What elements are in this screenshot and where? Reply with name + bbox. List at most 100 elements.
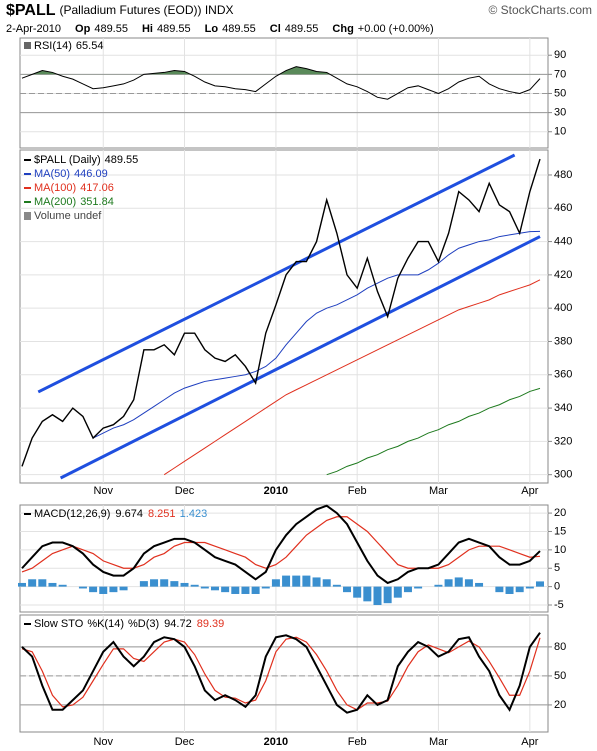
quote-value: +0.00 (+0.00%) (358, 23, 434, 35)
y-tick-label: 300 (554, 469, 572, 481)
x-tick-label: Feb (348, 736, 367, 748)
y-tick-label: 320 (554, 435, 572, 447)
legend-name: %D(3) (128, 618, 159, 630)
legend-value: 351.84 (80, 196, 114, 208)
x-tick-label: Apr (521, 736, 538, 748)
y-tick-label: 90 (554, 49, 566, 61)
histogram-bar (515, 586, 524, 593)
legend-value: 8.251 (148, 508, 175, 520)
histogram-bar (28, 579, 37, 587)
moving-average (92, 230, 541, 439)
x-tick-label: Nov (93, 736, 113, 748)
histogram-bar (302, 575, 311, 587)
x-tick-label: 2010 (264, 736, 288, 748)
legend-value: 489.55 (105, 154, 139, 166)
sto-line (21, 632, 541, 714)
sto-line (21, 636, 541, 711)
x-tick-label: 2010 (264, 485, 288, 497)
histogram-bar (190, 584, 199, 587)
macd-line (21, 516, 541, 573)
quote-value: 489.55 (94, 23, 128, 35)
histogram-bar (282, 575, 291, 587)
y-tick-label: 380 (554, 335, 572, 347)
y-tick-label: 80 (554, 641, 566, 653)
credit: © StockCharts.com (488, 3, 592, 17)
legend-title: Slow STO (34, 618, 84, 630)
legend-icon (24, 212, 31, 220)
histogram-bar (89, 586, 98, 593)
histogram-bar (58, 584, 67, 587)
quote-label: Op (75, 23, 91, 35)
histogram-bar (353, 586, 362, 598)
y-tick-label: 400 (554, 302, 572, 314)
y-tick-label: 10 (554, 126, 566, 138)
histogram-bar (363, 586, 372, 602)
histogram-bar (251, 586, 260, 594)
y-tick-label: 460 (554, 202, 572, 214)
histogram-bar (322, 579, 331, 587)
x-tick-label: Apr (521, 485, 538, 497)
y-tick-label: 480 (554, 169, 572, 181)
moving-average (163, 279, 541, 476)
y-tick-label: 440 (554, 235, 572, 247)
histogram-bar (495, 586, 504, 593)
legend-value: 9.674 (115, 508, 143, 520)
histogram-bar (383, 586, 392, 604)
x-tick-label: Mar (429, 736, 448, 748)
legend: MA(100) 417.06 (34, 182, 114, 194)
legend-value: 94.72 (164, 618, 192, 630)
x-tick-label: Feb (348, 485, 367, 497)
legend-value: 89.39 (197, 618, 225, 630)
x-tick-label: Dec (175, 485, 195, 497)
histogram-bar (475, 582, 484, 587)
histogram-bar (292, 575, 301, 587)
histogram-bar (48, 582, 57, 587)
histogram-bar (403, 586, 412, 593)
rsi-line (21, 66, 541, 100)
histogram-bar (109, 586, 118, 593)
histogram-bar (312, 577, 321, 587)
histogram-bar (332, 584, 341, 587)
histogram-bar (210, 586, 219, 591)
legend: Volume undef (34, 210, 102, 222)
quote-line: 2-Apr-2010 Op 489.55 Hi 489.55 Lo 489.55 Cl 489.… (6, 23, 434, 35)
legend-name: %K(14) (87, 618, 124, 630)
histogram-bar (139, 581, 148, 587)
y-tick-label: 30 (554, 107, 566, 119)
legend-name: RSI(14) (34, 40, 72, 52)
panel-frame (19, 149, 549, 484)
y-tick-label: 20 (554, 699, 566, 711)
legend: $PALL (Daily) 489.55 (34, 154, 138, 166)
histogram-bar (343, 586, 352, 593)
x-tick-label: Nov (93, 485, 113, 497)
legend-name: MA(200) (34, 196, 76, 208)
y-tick-label: 420 (554, 269, 572, 281)
histogram-bar (414, 586, 423, 589)
histogram-bar (271, 579, 280, 587)
trendline (59, 235, 541, 480)
histogram-bar (170, 581, 179, 587)
quote-label: Cl (270, 23, 281, 35)
histogram-bar (200, 586, 209, 589)
x-tick-label: Dec (175, 736, 195, 748)
histogram-bar (393, 586, 402, 598)
histogram-bar (434, 584, 443, 587)
y-tick-label: 15 (554, 525, 566, 537)
quote-value: 489.55 (285, 23, 319, 35)
histogram-bar (119, 586, 128, 591)
histogram-bar (150, 579, 159, 587)
legend-value: 65.54 (76, 40, 104, 52)
panel-frame (19, 614, 549, 733)
histogram-bar (99, 586, 108, 594)
histogram-bar (373, 586, 382, 606)
y-tick-label: 0 (554, 581, 560, 593)
quote-value: 489.55 (222, 23, 256, 35)
header-title: $PALL (Palladium Futures (EOD)) INDX (6, 2, 234, 19)
quote-label: Chg (332, 23, 353, 35)
macd-line (21, 504, 541, 585)
legend-icon (24, 42, 31, 49)
y-tick-label: -5 (554, 599, 564, 611)
y-tick-label: 70 (554, 68, 566, 80)
y-tick-label: 50 (554, 87, 566, 99)
